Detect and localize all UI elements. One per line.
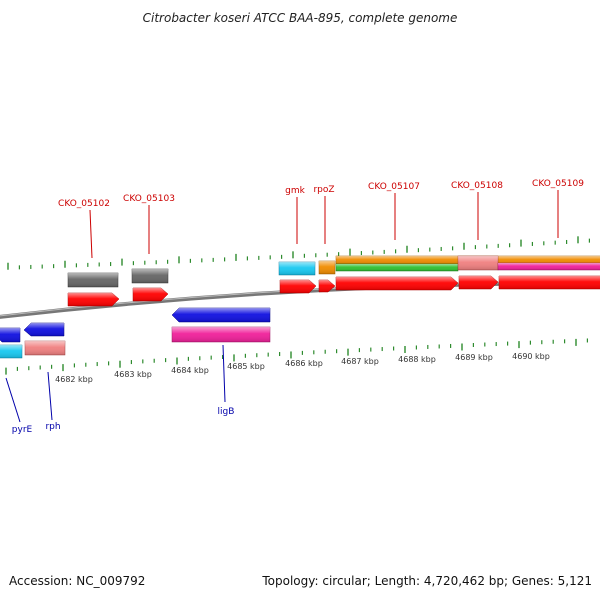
- cds-CKO_05109: [498, 275, 600, 290]
- gene-gmk-track: [278, 261, 316, 276]
- kbp-label-4683: 4683 kbp: [114, 370, 152, 379]
- label-rpoZ: rpoZ: [313, 185, 334, 195]
- label-rph: rph: [45, 422, 60, 432]
- gene-rpoZ-track: [318, 260, 336, 275]
- cds-CKO_05102: [67, 292, 120, 307]
- gene-ligB-track: [171, 326, 271, 343]
- cds-ligB: [171, 307, 271, 323]
- label-CKO_05103: CKO_05103: [123, 194, 175, 204]
- lower-tick-track: [5, 338, 589, 375]
- upper-tick-track: [7, 236, 591, 270]
- label-gmk: gmk: [285, 186, 305, 196]
- kbp-label-4687: 4687 kbp: [341, 357, 379, 366]
- kbp-label-4684: 4684 kbp: [171, 366, 209, 375]
- label-CKO_05109: CKO_05109: [532, 179, 584, 189]
- label-ligB: ligB: [218, 407, 235, 417]
- kbp-label-4685: 4685 kbp: [227, 362, 265, 371]
- label-CKO_05102: CKO_05102: [58, 199, 110, 209]
- gene-magenta-track: [497, 262, 600, 271]
- cds-rph: [23, 322, 65, 337]
- cds-pyrE: [0, 327, 21, 343]
- label-CKO_05107: CKO_05107: [368, 182, 420, 192]
- cds-CKO_05107: [335, 276, 459, 291]
- cds-gmk: [279, 279, 317, 294]
- label-pyrE: pyrE: [12, 425, 33, 435]
- kbp-label-4689: 4689 kbp: [455, 353, 493, 362]
- accession-text: Accession: NC_009792: [9, 574, 146, 588]
- cds-CKO_05103: [132, 287, 169, 302]
- gene-CKO_05102-track: [67, 272, 119, 288]
- kbp-label-4688: 4688 kbp: [398, 355, 436, 364]
- gene-rph-track: [24, 340, 66, 356]
- cds-CKO_05108: [458, 275, 499, 290]
- genome-summary-text: Topology: circular; Length: 4,720,462 bp…: [262, 574, 592, 588]
- map-title: Citrobacter koseri ATCC BAA-895, complet…: [143, 11, 458, 25]
- kbp-label-4690: 4690 kbp: [512, 352, 550, 361]
- kbp-label-4682: 4682 kbp: [55, 375, 93, 384]
- operon-green-track: [335, 263, 459, 272]
- gene-CKO_05103-track: [131, 268, 169, 284]
- gene-pyrE-track: [0, 344, 23, 359]
- cds-rpoZ: [318, 279, 336, 293]
- label-CKO_05108: CKO_05108: [451, 181, 503, 191]
- kbp-label-4686: 4686 kbp: [285, 359, 323, 368]
- gene-CKO_05108-track: [457, 255, 499, 271]
